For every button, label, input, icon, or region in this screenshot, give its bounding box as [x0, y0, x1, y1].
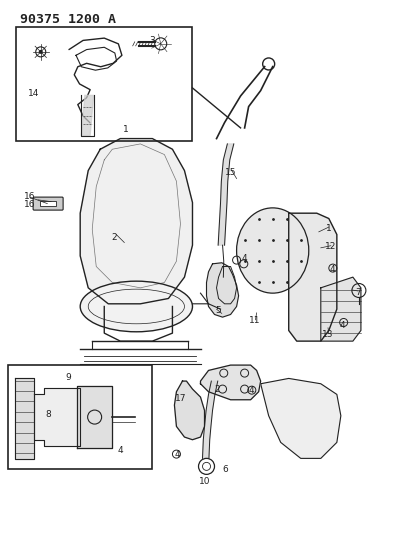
Text: 2: 2 [111, 233, 117, 241]
Polygon shape [34, 388, 80, 446]
Polygon shape [203, 381, 218, 458]
Text: 15: 15 [225, 168, 236, 177]
Text: 16: 16 [24, 192, 35, 200]
Text: 9: 9 [66, 373, 71, 382]
Polygon shape [289, 213, 337, 341]
Polygon shape [200, 365, 261, 400]
Text: 4: 4 [330, 265, 336, 273]
FancyBboxPatch shape [33, 197, 63, 210]
Polygon shape [80, 139, 192, 304]
Polygon shape [218, 144, 234, 245]
Polygon shape [207, 263, 239, 317]
Text: 16: 16 [24, 200, 35, 209]
Polygon shape [261, 378, 341, 458]
Text: 8: 8 [46, 410, 51, 419]
Text: 4: 4 [174, 450, 180, 458]
Polygon shape [77, 386, 112, 448]
Text: 17: 17 [175, 394, 186, 402]
Text: 4: 4 [249, 386, 255, 394]
Polygon shape [321, 277, 361, 341]
Text: 7: 7 [355, 288, 361, 296]
Bar [8, 365, 152, 469]
Text: 10: 10 [199, 478, 210, 486]
Polygon shape [81, 95, 94, 135]
Text: 1: 1 [123, 125, 128, 134]
Text: 14: 14 [28, 88, 39, 98]
Circle shape [39, 50, 43, 54]
Text: 13: 13 [322, 330, 334, 339]
Bar [16, 27, 192, 141]
Ellipse shape [80, 281, 192, 332]
Text: 4: 4 [340, 321, 346, 329]
Text: 4: 4 [118, 446, 124, 455]
Text: 90375 1200 A: 90375 1200 A [20, 13, 116, 26]
Bar [40, 201, 56, 206]
Text: 12: 12 [325, 243, 336, 251]
Text: 5: 5 [216, 306, 221, 314]
Text: 1: 1 [326, 224, 332, 232]
Polygon shape [174, 381, 205, 440]
Text: 11: 11 [249, 317, 260, 325]
Ellipse shape [237, 208, 309, 293]
Text: 3: 3 [149, 36, 155, 45]
Text: 4: 4 [242, 254, 247, 263]
Polygon shape [15, 377, 34, 458]
Text: 2: 2 [215, 385, 220, 393]
Text: 6: 6 [223, 465, 228, 474]
